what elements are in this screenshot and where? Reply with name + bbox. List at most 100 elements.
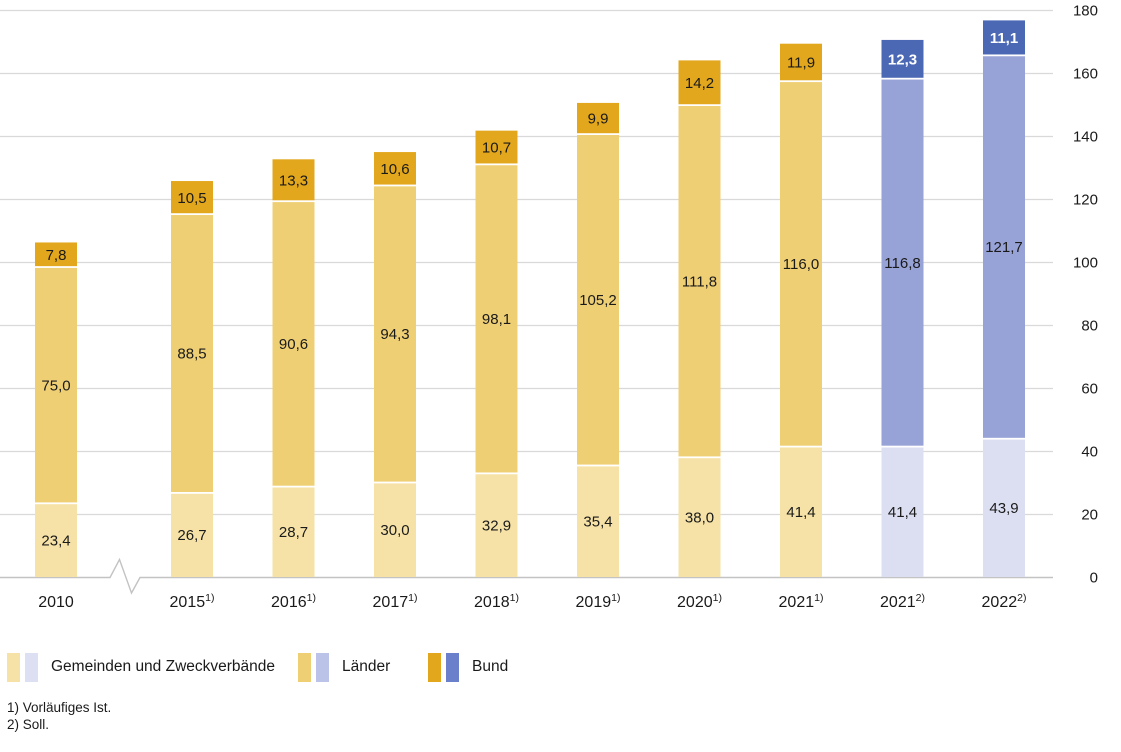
- legend-swatch-bund-ist: [428, 652, 441, 682]
- y-axis-tick-label: 160: [1073, 66, 1098, 83]
- footnote-1: 1) Vorläufiges Ist.: [7, 700, 112, 715]
- segment-separator: [272, 485, 315, 488]
- legend-swatch-gemeinden-soll: [25, 652, 38, 682]
- segment-separator: [983, 54, 1025, 57]
- bar-value-label: 23,4: [41, 532, 70, 549]
- bar-segment-gemeinden: [780, 446, 822, 577]
- segment-separator: [577, 133, 619, 136]
- legend-label-bund: Bund: [472, 658, 509, 675]
- x-axis-tick-label: 20212): [880, 592, 925, 611]
- bar-value-label: 32,9: [482, 517, 511, 534]
- x-axis-tick-label: 20211): [779, 592, 824, 611]
- bar-value-label: 111,8: [682, 273, 717, 290]
- legend-swatch-laender-soll: [316, 652, 329, 682]
- bar-segment-laender: [35, 267, 77, 504]
- legend-swatch-bund-soll: [446, 652, 459, 682]
- bar-value-label: 14,2: [685, 75, 714, 92]
- y-axis-tick-label: 180: [1073, 3, 1098, 20]
- bar-value-label: 10,7: [482, 140, 511, 157]
- bar-segment-laender: [374, 185, 416, 483]
- bar-segment-laender: [171, 214, 213, 493]
- bar-segment-bund: [272, 159, 315, 202]
- bar-value-label: 38,0: [685, 509, 714, 526]
- bar-value-label: 94,3: [380, 326, 409, 343]
- segment-separator: [272, 200, 315, 203]
- bar-segment-laender: [272, 201, 315, 487]
- bar-value-label: 7,8: [46, 247, 67, 264]
- bar-value-label: 121,7: [985, 239, 1023, 256]
- x-axis-tick-label: 20151): [170, 592, 215, 611]
- bar-value-label: 90,6: [279, 336, 308, 353]
- y-axis-tick-label: 120: [1073, 192, 1098, 209]
- bar-value-label: 12,3: [888, 51, 917, 68]
- bar-segment-bund: [678, 60, 721, 106]
- bar-segment-bund: [983, 20, 1025, 56]
- segment-separator: [577, 464, 619, 467]
- bar-segment-gemeinden: [678, 457, 721, 577]
- x-axis-tick-label: 20222): [982, 592, 1027, 611]
- bar-value-label: 116,0: [783, 256, 819, 273]
- bar-value-label: 41,4: [786, 504, 815, 521]
- y-axis-tick-label: 0: [1090, 570, 1098, 587]
- bar-value-label: 88,5: [177, 346, 206, 363]
- bar-segment-gemeinden: [171, 492, 213, 577]
- bar-value-label: 26,7: [177, 527, 206, 544]
- segment-separator: [171, 491, 213, 494]
- y-axis-tick-label: 100: [1073, 255, 1098, 272]
- x-axis-baseline-with-break: [0, 557, 1053, 595]
- x-axis-tick-label: 20191): [576, 592, 621, 611]
- segment-separator: [881, 77, 924, 80]
- segment-separator: [374, 184, 416, 187]
- bar-segment-laender: [678, 105, 721, 458]
- bar-value-label: 13,3: [279, 172, 308, 189]
- bar-segment-laender: [577, 134, 619, 466]
- bar-segment-bund: [35, 242, 77, 268]
- legend-item-gemeinden: Gemeinden und Zweckverbände: [7, 652, 275, 682]
- x-axis-tick-label: 2010: [38, 594, 74, 611]
- x-axis-tick-label: 20201): [677, 592, 722, 611]
- segment-separator: [678, 104, 721, 107]
- bar-segment-bund: [577, 102, 619, 135]
- segment-separator: [983, 437, 1025, 440]
- bar-value-label: 98,1: [482, 311, 511, 328]
- bar-value-label: 105,2: [579, 292, 617, 309]
- bar-segment-bund: [171, 181, 213, 215]
- segment-separator: [475, 163, 518, 166]
- bar-segment-gemeinden: [983, 438, 1025, 577]
- segment-separator: [780, 80, 822, 83]
- x-axis-tick-label: 20161): [271, 592, 316, 611]
- chart-legend: Gemeinden und Zweckverbände Länder Bund: [0, 652, 1121, 684]
- bar-value-label: 9,9: [588, 111, 609, 128]
- bar-value-label: 75,0: [41, 377, 70, 394]
- y-axis-tick-label: 140: [1073, 129, 1098, 146]
- legend-swatch-laender-ist: [298, 652, 311, 682]
- segment-separator: [35, 266, 77, 268]
- legend-swatch-gemeinden-ist: [7, 652, 20, 682]
- bar-value-label: 11,9: [787, 55, 815, 72]
- chart-plot-area: 0 20 40 60 80 100 120 140 160 180 23,4 75,0 7,8 2010 2…: [0, 3, 1098, 611]
- y-axis-tick-label: 80: [1081, 318, 1098, 335]
- bar-segment-gemeinden: [475, 473, 518, 577]
- bar-segment-gemeinden: [577, 465, 619, 577]
- segment-separator: [678, 456, 721, 459]
- legend-label-laender: Länder: [342, 658, 391, 675]
- bar-segment-laender: [780, 81, 822, 447]
- bar-segment-laender: [983, 55, 1025, 439]
- bar-value-label: 11,1: [990, 30, 1018, 47]
- legend-item-laender: Länder: [298, 652, 390, 682]
- segment-separator: [475, 472, 518, 475]
- bar-value-label: 35,4: [583, 513, 612, 530]
- bar-segment-laender: [881, 78, 924, 447]
- footnote-2: 2) Soll.: [7, 717, 50, 732]
- x-axis-tick-label: 20171): [373, 592, 418, 611]
- bar-segment-bund: [475, 130, 518, 165]
- segment-separator: [881, 445, 924, 448]
- y-axis-tick-label: 20: [1081, 507, 1098, 524]
- segment-separator: [780, 445, 822, 448]
- x-axis-tick-label: 20181): [474, 592, 519, 611]
- bar-segment-gemeinden: [272, 486, 315, 577]
- segment-separator: [35, 502, 77, 505]
- bar-value-label: 41,4: [888, 504, 917, 521]
- y-axis-tick-label: 40: [1081, 444, 1098, 461]
- bar-value-label: 43,9: [989, 500, 1018, 517]
